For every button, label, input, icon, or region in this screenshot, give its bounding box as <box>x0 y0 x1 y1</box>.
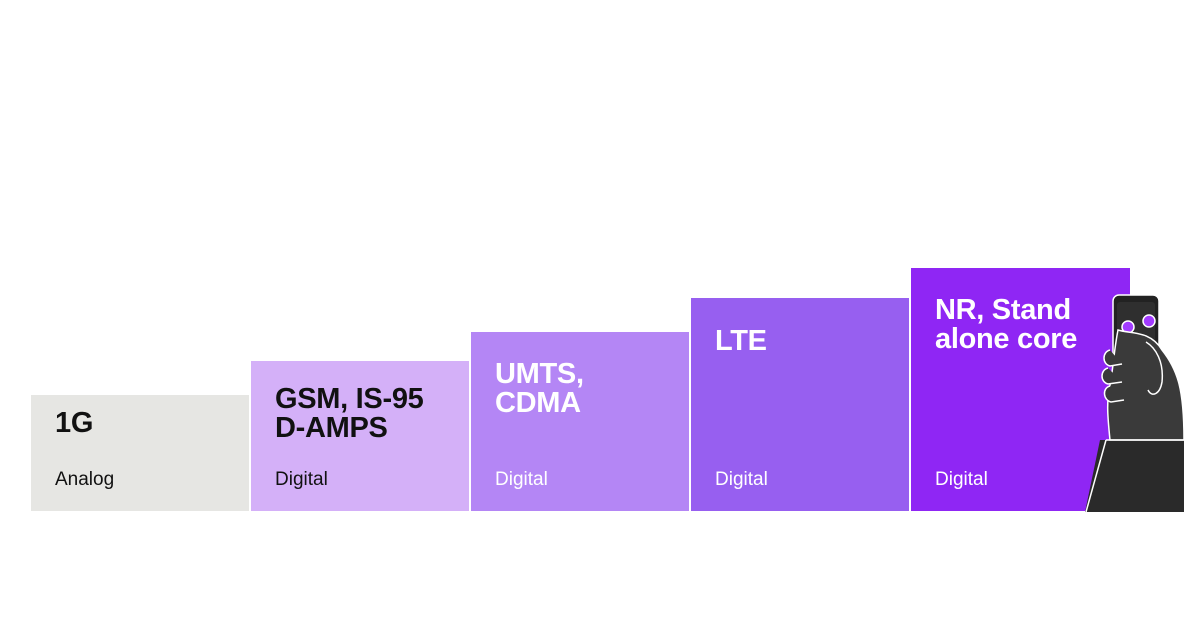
step-3g: UMTS, CDMA Digital <box>471 332 689 511</box>
step-title: 1G <box>55 407 94 439</box>
step-subtitle: Digital <box>935 469 988 490</box>
step-subtitle: Digital <box>715 469 768 490</box>
hand-holding-phone-icon <box>1085 294 1186 513</box>
step-subtitle: Analog <box>55 469 115 490</box>
step-title: LTE <box>715 325 767 357</box>
step-title: GSM, IS-95 D-AMPS <box>275 383 424 444</box>
step-title: UMTS, CDMA <box>495 358 584 419</box>
step-subtitle: Digital <box>495 469 548 490</box>
step-title: NR, Stand alone core <box>935 294 1078 355</box>
step-4g: LTE Digital <box>691 298 909 511</box>
step-1g: 1G Analog <box>31 395 249 511</box>
step-2g: GSM, IS-95 D-AMPS Digital <box>251 361 469 511</box>
step-5g: NR, Stand alone core Digital <box>911 268 1130 511</box>
step-subtitle: Digital <box>275 469 328 490</box>
